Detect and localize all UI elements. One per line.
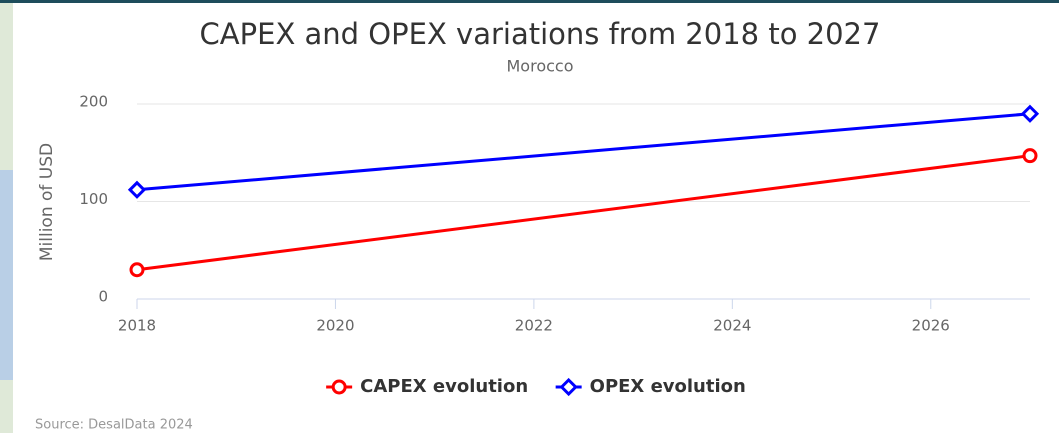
- x-tick-label: 2022: [515, 317, 553, 335]
- chart-title: CAPEX and OPEX variations from 2018 to 2…: [200, 17, 881, 51]
- x-tick-label: 2024: [713, 317, 751, 335]
- source: Source: DesalData 2024: [35, 418, 193, 433]
- x-tick-label: 2020: [316, 317, 354, 335]
- data-point: [127, 180, 147, 199]
- data-point: [1020, 104, 1040, 123]
- y-tick-label: 100: [79, 190, 108, 208]
- y-axis-label: Million of USD: [37, 143, 57, 261]
- legend-label: CAPEX evolution: [360, 376, 528, 397]
- chart-subtitle: Morocco: [507, 57, 574, 76]
- legend-label: OPEX evolution: [590, 376, 746, 397]
- y-tick-label: 200: [79, 93, 108, 111]
- map-water: [0, 170, 13, 380]
- x-tick-label: 2026: [912, 317, 950, 335]
- top-border: [0, 0, 1059, 3]
- data-point: [129, 262, 145, 278]
- data-point: [1022, 148, 1038, 164]
- series-line: [136, 112, 1031, 192]
- legend-marker: [331, 379, 347, 395]
- series-line: [136, 154, 1031, 272]
- y-tick-label: 0: [98, 288, 108, 306]
- legend-marker: [559, 377, 578, 397]
- x-tick-label: 2018: [118, 317, 156, 335]
